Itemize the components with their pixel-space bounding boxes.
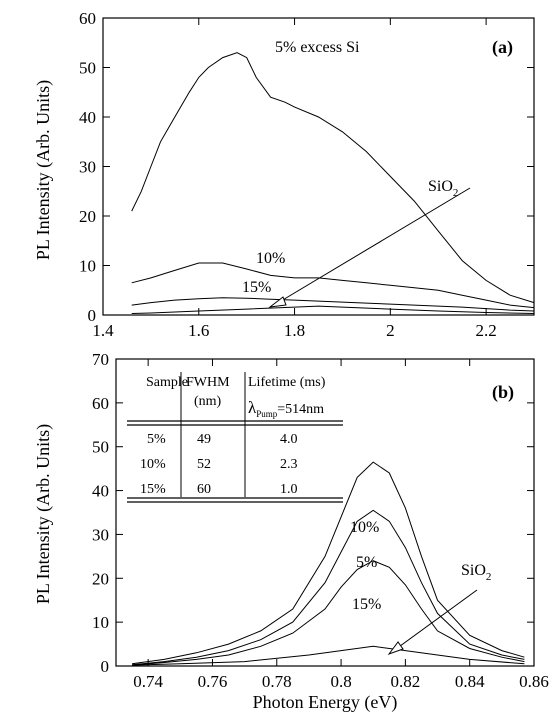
panel-a: 1.4 1.6 1.8 2 2.2 0 10 20 30 40 50 60 PL Intensity …: [33, 9, 535, 340]
y-tick-label: 40: [79, 108, 96, 127]
y-tick-label: 0: [101, 657, 110, 676]
y-tick-label: 0: [88, 306, 97, 325]
y-tick-label: 60: [79, 9, 96, 28]
x-tick-label: 0.74: [133, 672, 163, 691]
x-tick-label: 0.82: [391, 672, 421, 691]
annotation-5pct-b: 5%: [356, 554, 377, 571]
y-tick-label: 20: [79, 207, 96, 226]
annotation-10pct-b: 10%: [350, 519, 379, 536]
x-tick-label: 0.76: [198, 672, 228, 691]
ticks-b: [116, 358, 535, 667]
series-line-10-: [132, 461, 525, 665]
series-line-5-excess-si: [131, 52, 535, 304]
table-header-lifetime: Lifetime (ms): [248, 375, 326, 390]
x-tick-label: 0.84: [455, 672, 485, 691]
ticks-a: [102, 17, 534, 316]
table-pump-value: =514nm: [277, 402, 324, 417]
x-tick-label: 1.6: [188, 321, 209, 340]
xlabel-b: Photon Energy (eV): [253, 692, 398, 713]
x-tick-label: 0.78: [262, 672, 292, 691]
x-tick-label: 2.2: [475, 321, 496, 340]
annotation-sio2-b: SiO2: [461, 562, 491, 583]
series-line-5-: [132, 509, 525, 666]
y-tick-label: 10: [92, 613, 109, 632]
inset-table: Sample FWHM (nm) Lifetime (ms) λPump=514…: [127, 372, 343, 503]
arrow-sio2-b: [395, 589, 478, 650]
arrowhead-sio2-a: [268, 296, 287, 308]
annotation-5pct-a: 5% excess Si: [275, 39, 360, 56]
table-cell: 52: [197, 457, 211, 472]
table-header-sample: Sample: [146, 375, 188, 390]
arrow-sio2-a: [275, 187, 471, 305]
x-tick-label: 2: [386, 321, 395, 340]
table-cell: 2.3: [280, 457, 298, 472]
annotation-15pct-a: 15%: [242, 279, 271, 296]
x-tick-label: 0.8: [330, 672, 351, 691]
annotation-15pct-b: 15%: [352, 596, 381, 613]
annotation-sio2-b-sub: 2: [486, 571, 492, 583]
table-cell: 49: [197, 432, 211, 447]
annotation-sio2-a: SiO2: [428, 178, 458, 199]
table-cell: 60: [197, 482, 211, 497]
table-pump-subscript: Pump: [256, 409, 278, 419]
ylabel-b: PL Intensity (Arb. Units): [33, 424, 54, 604]
ylabel-a: PL Intensity (Arb. Units): [33, 80, 54, 260]
table-cell: 1.0: [280, 482, 298, 497]
panel-label-b: (b): [492, 382, 514, 403]
annotation-sio2-a-base: SiO: [428, 178, 453, 195]
table-cell: 10%: [140, 457, 166, 472]
table-cell: 5%: [147, 432, 166, 447]
x-tick-label: 0.86: [519, 672, 549, 691]
series-lines-a: [131, 52, 535, 314]
x-tick-label: 1.8: [284, 321, 305, 340]
arrowhead-sio2-b: [387, 641, 404, 656]
y-tick-label: 60: [92, 394, 109, 413]
y-tick-label: 10: [79, 257, 96, 276]
series-line-15-: [131, 297, 535, 312]
plot-frame-b: [115, 358, 535, 667]
table-cell: 4.0: [280, 432, 298, 447]
y-tick-label: 50: [79, 59, 96, 78]
series-line-15-: [132, 560, 525, 666]
table-pump-symbol: λ: [248, 398, 257, 417]
y-tick-label: 50: [92, 438, 109, 457]
annotation-sio2-a-sub: 2: [453, 187, 459, 199]
y-tick-label: 70: [92, 350, 109, 369]
tick-labels-a: 1.4 1.6 1.8 2 2.2 0 10 20 30 40 50 60: [79, 9, 497, 340]
table-cell: 15%: [140, 482, 166, 497]
plot-frame-a: [102, 17, 535, 316]
annotation-sio2-b-base: SiO: [461, 562, 486, 579]
panel-label-a: (a): [492, 37, 513, 58]
y-tick-label: 30: [92, 525, 109, 544]
annotation-10pct-a: 10%: [256, 250, 285, 267]
y-tick-label: 20: [92, 569, 109, 588]
table-header-fwhm: FWHM: [186, 375, 230, 390]
table-pump: λPump=514nm: [248, 398, 324, 419]
series-line-sio2: [131, 305, 535, 314]
y-tick-label: 40: [92, 482, 109, 501]
series-line-10-: [131, 262, 535, 309]
series-lines-b: [132, 461, 525, 666]
y-tick-label: 30: [79, 158, 96, 177]
series-line-sio2: [132, 645, 525, 666]
table-header-fwhm-unit: (nm): [194, 394, 222, 409]
x-tick-label: 1.4: [92, 321, 114, 340]
panel-b: 0.74 0.76 0.78 0.8 0.82 0.84 0.86 0 10 20 30 40 50 60…: [33, 350, 549, 713]
tick-labels-b: 0.74 0.76 0.78 0.8 0.82 0.84 0.86 0 10 20 30 40 50 60…: [92, 350, 549, 691]
